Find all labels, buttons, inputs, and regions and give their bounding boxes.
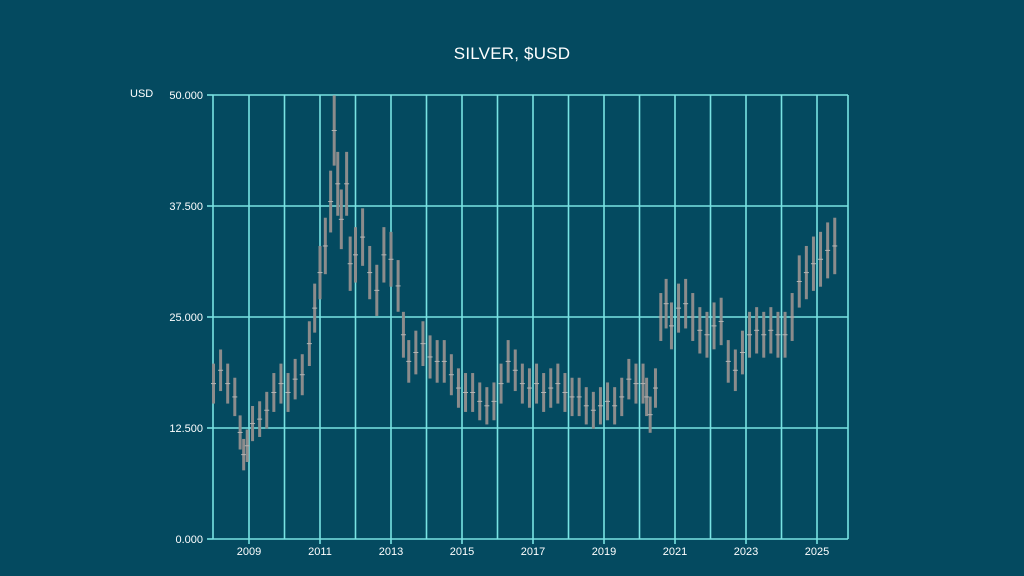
y-tick-label: 50.000 [169, 90, 203, 102]
x-tick-label: 2013 [379, 546, 403, 558]
x-tick-label: 2025 [805, 546, 829, 558]
x-tick-label: 2011 [308, 546, 332, 558]
y-tick-label: 0.000 [175, 534, 203, 546]
y-axis-unit-label: USD [130, 88, 154, 100]
x-tick-label: 2017 [521, 546, 545, 558]
x-tick-label: 2021 [663, 546, 687, 558]
chart-title: SILVER, $USD [453, 44, 571, 63]
x-tick-label: 2015 [450, 546, 474, 558]
y-tick-label: 12.500 [169, 423, 203, 435]
x-tick-label: 2023 [734, 546, 758, 558]
x-tick-label: 2019 [592, 546, 616, 558]
y-tick-label: 25.000 [169, 312, 203, 324]
y-tick-label: 37.500 [169, 201, 203, 213]
x-tick-label: 2009 [237, 546, 261, 558]
